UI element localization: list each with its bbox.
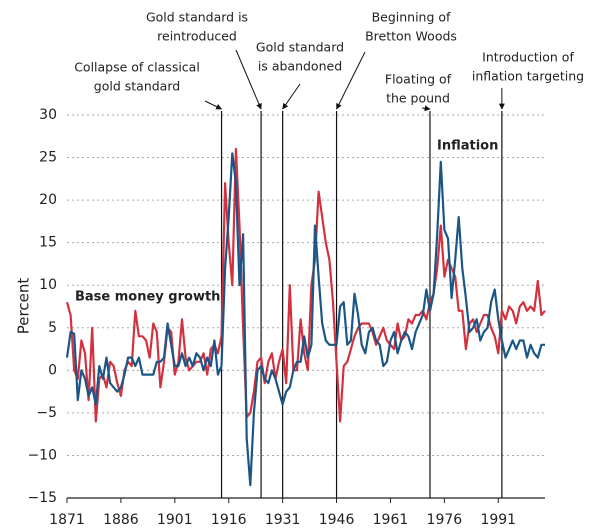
event-label: Beginning of — [372, 10, 451, 25]
x-tick-label: 1991 — [480, 512, 516, 528]
x-tick-label: 1961 — [373, 512, 409, 528]
event-label: the pound — [386, 91, 450, 106]
y-tick-label: −5 — [36, 405, 57, 421]
event-label: is abandoned — [258, 59, 342, 74]
y-tick-label: 0 — [48, 362, 57, 378]
y-tick-label: −10 — [27, 447, 57, 463]
series-label: Inflation — [437, 139, 498, 154]
event-label: Bretton Woods — [365, 29, 457, 44]
event-arrow — [421, 105, 431, 112]
x-tick-label: 1871 — [49, 512, 85, 528]
event-arrow — [282, 83, 301, 110]
x-tick-label: 1901 — [157, 512, 193, 528]
event-arrow — [235, 49, 262, 110]
y-tick-label: 25 — [39, 150, 57, 166]
x-tick-label: 1946 — [319, 512, 355, 528]
y-tick-label: −15 — [27, 490, 57, 506]
series-line — [65, 147, 546, 423]
event-label: Floating of — [385, 72, 452, 87]
y-tick-label: 5 — [48, 320, 57, 336]
y-tick-label: 15 — [39, 235, 57, 251]
event-arrow — [336, 51, 366, 110]
series-line — [65, 152, 545, 487]
series-label: Base money growth — [75, 290, 220, 305]
event-label: Gold standard — [256, 40, 344, 55]
event-label: reintroduced — [157, 29, 237, 44]
y-tick-label: 10 — [39, 277, 57, 293]
y-axis-label: Percent — [15, 278, 33, 335]
event-label: Gold standard is — [146, 10, 248, 25]
x-tick-label: 1886 — [103, 512, 139, 528]
x-tick-label: 1916 — [211, 512, 247, 528]
y-tick-label: 30 — [39, 107, 57, 123]
event-label: gold standard — [94, 79, 180, 94]
x-tick-label: 1931 — [265, 512, 301, 528]
y-tick-label: 20 — [39, 192, 57, 208]
event-arrow — [204, 100, 223, 110]
event-label: Collapse of classical — [74, 60, 200, 75]
x-tick-label: 1976 — [427, 512, 463, 528]
event-label: inflation targeting — [472, 69, 584, 84]
event-label: Introduction of — [482, 50, 574, 65]
